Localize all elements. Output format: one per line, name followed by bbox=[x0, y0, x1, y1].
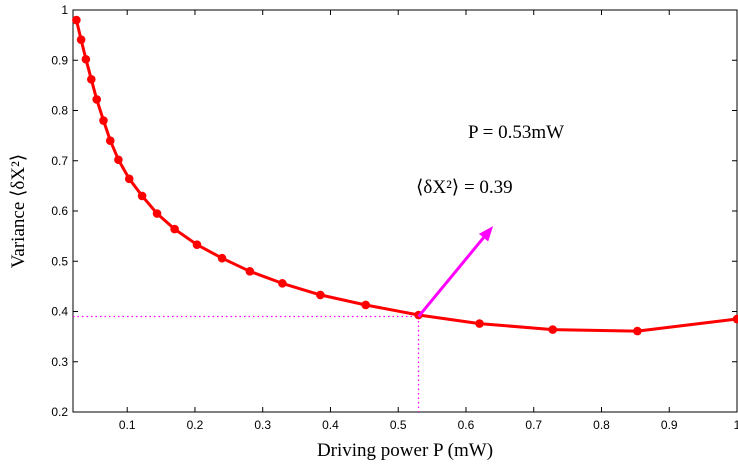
y-tick-label: 0.4 bbox=[51, 305, 68, 319]
y-tick-label: 0.2 bbox=[51, 405, 68, 419]
annotation-arrow-head bbox=[478, 226, 494, 242]
y-axis-label: Variance ⟨δX²⟩ bbox=[8, 154, 29, 268]
data-point bbox=[114, 155, 123, 165]
y-tick-label: 0.7 bbox=[51, 154, 68, 168]
x-tick-label: 0.8 bbox=[593, 418, 610, 432]
data-point bbox=[99, 116, 108, 125]
x-tick-label: 0.2 bbox=[187, 418, 204, 432]
data-point bbox=[170, 224, 179, 234]
y-tick-label: 1 bbox=[61, 3, 68, 17]
data-point bbox=[278, 279, 287, 288]
data-point bbox=[81, 54, 91, 64]
data-point bbox=[633, 326, 642, 336]
x-tick-label: 0.3 bbox=[254, 418, 271, 432]
x-tick-label: 0.7 bbox=[525, 418, 542, 432]
x-tick-label: 0.1 bbox=[119, 418, 136, 432]
y-axis-ticks: 0.2 0.3 0.4 0.5 0.6 0.7 0.8 0.9 1 bbox=[51, 3, 737, 419]
series-line bbox=[74, 19, 738, 333]
data-point bbox=[105, 136, 115, 145]
x-tick-label: 0.9 bbox=[661, 418, 678, 432]
series-group bbox=[72, 15, 738, 336]
y-tick-label: 0.9 bbox=[51, 53, 68, 67]
x-tick-label: 0.5 bbox=[390, 418, 407, 432]
data-point bbox=[92, 95, 102, 104]
data-point bbox=[137, 191, 147, 201]
data-point bbox=[124, 174, 134, 184]
data-point bbox=[361, 300, 371, 310]
annotation-power: P = 0.53mW bbox=[468, 122, 564, 143]
data-point bbox=[245, 267, 255, 276]
x-tick-label: 0.6 bbox=[458, 418, 475, 432]
y-tick-label: 0.8 bbox=[51, 104, 68, 118]
highlight-guides bbox=[73, 315, 420, 412]
data-point bbox=[192, 240, 202, 249]
plot-frame bbox=[72, 9, 738, 413]
x-axis-label: Driving power P (mW) bbox=[317, 440, 493, 461]
x-tick-label: 1 bbox=[734, 418, 738, 432]
data-point bbox=[316, 290, 325, 300]
annotation-group bbox=[417, 226, 494, 318]
x-axis-ticks: 0.1 0.2 0.3 0.4 0.5 0.6 0.7 0.8 0.9 1 bbox=[119, 10, 738, 432]
data-point bbox=[475, 319, 484, 328]
x-tick-label: 0.4 bbox=[322, 418, 339, 432]
annotation-arrow-shaft bbox=[417, 236, 485, 318]
data-point bbox=[548, 325, 558, 334]
data-point bbox=[217, 253, 227, 263]
data-point bbox=[152, 209, 162, 218]
data-point bbox=[72, 15, 81, 25]
y-tick-label: 0.5 bbox=[51, 254, 68, 268]
y-tick-label: 0.6 bbox=[51, 204, 68, 218]
data-point bbox=[732, 314, 738, 324]
annotation-variance: ⟨δX²⟩ = 0.39 bbox=[416, 177, 513, 198]
data-point bbox=[76, 35, 86, 44]
data-point bbox=[86, 75, 96, 84]
y-tick-label: 0.3 bbox=[51, 355, 68, 369]
